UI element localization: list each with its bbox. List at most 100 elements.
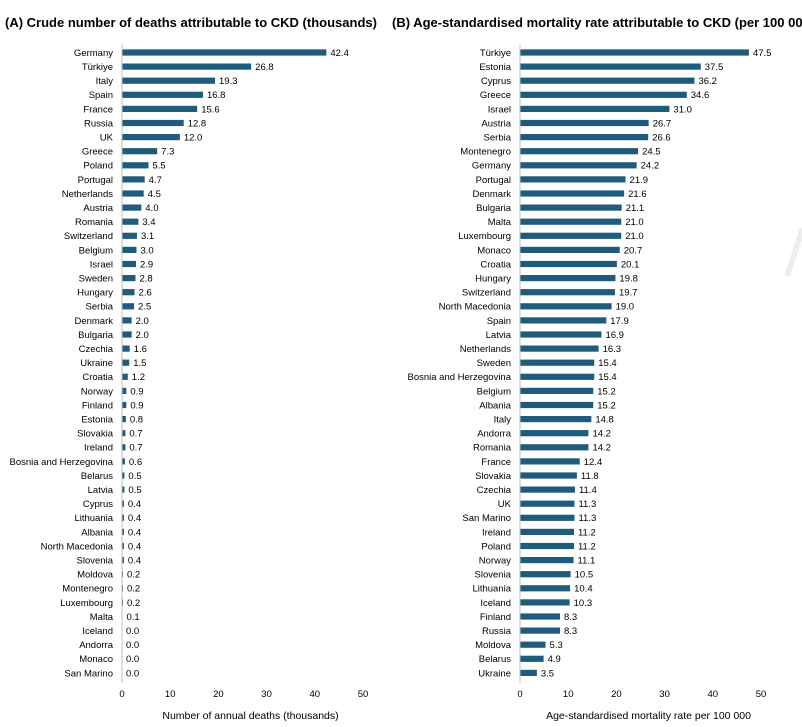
x-tick-label: 0 <box>517 689 522 700</box>
data-label: 1.2 <box>132 372 145 383</box>
bar <box>122 176 145 183</box>
category-label: San Marino <box>64 668 113 679</box>
data-label: 1.6 <box>134 344 147 355</box>
category-label: Belgium <box>79 245 113 256</box>
data-label: 0.2 <box>127 570 140 581</box>
data-label: 0.7 <box>129 429 142 440</box>
category-label: Slovenia <box>77 556 114 567</box>
x-axis-title: Age-standardised mortality rate per 100 … <box>546 710 751 722</box>
category-label: Italy <box>494 415 512 426</box>
category-label: Ireland <box>84 443 113 454</box>
data-label: 12.8 <box>188 118 207 129</box>
data-label: 0.5 <box>128 485 141 496</box>
data-label: 37.5 <box>705 62 724 73</box>
data-label: 10.5 <box>575 570 594 581</box>
category-label: North Macedonia <box>41 541 114 552</box>
data-label: 15.4 <box>598 372 617 383</box>
category-label: Hungary <box>77 288 113 299</box>
x-tick-label: 30 <box>261 689 272 700</box>
data-label: 2.5 <box>138 302 151 313</box>
data-label: 10.4 <box>574 584 593 595</box>
data-label: 20.7 <box>624 245 643 256</box>
bar <box>122 148 158 155</box>
category-label: France <box>481 457 511 468</box>
data-label: 8.3 <box>564 612 577 623</box>
bar <box>520 430 589 437</box>
bar <box>520 401 594 409</box>
category-label: Estonia <box>81 415 113 426</box>
data-label: 34.6 <box>691 90 710 101</box>
data-label: 0.1 <box>126 612 139 623</box>
bar <box>122 373 128 380</box>
category-label: Luxembourg <box>60 598 113 609</box>
data-label: 11.3 <box>578 513 596 524</box>
category-label: Bosnia and Herzegovina <box>9 457 113 468</box>
bar <box>122 134 180 141</box>
category-label: San Marino <box>462 513 511 524</box>
category-label: Spain <box>89 90 113 101</box>
bar <box>520 641 546 648</box>
data-label: 8.3 <box>564 626 577 637</box>
category-label: Cyprus <box>481 76 511 87</box>
category-label: Belgium <box>477 386 511 397</box>
bar <box>122 303 135 310</box>
panel-b-mortality-rate: (B) Age-standardised mortality rate attr… <box>392 15 802 722</box>
category-label: Albania <box>81 527 113 538</box>
bar <box>122 444 126 451</box>
x-tick-label: 40 <box>310 689 321 700</box>
category-label: Malta <box>90 612 114 623</box>
data-label: 14.8 <box>595 415 614 426</box>
category-label: Lithuania <box>472 584 511 595</box>
bar <box>122 162 149 169</box>
data-label: 19.3 <box>219 76 238 87</box>
bar <box>520 246 620 253</box>
category-label: Denmark <box>74 316 113 327</box>
data-label: 11.4 <box>579 485 597 496</box>
data-label: 36.2 <box>698 76 717 87</box>
data-label: 5.5 <box>153 161 166 172</box>
category-label: Romania <box>75 217 114 228</box>
bar <box>520 528 574 535</box>
bar <box>520 91 687 98</box>
category-label: Spain <box>487 316 511 327</box>
category-label: Lithuania <box>74 513 113 524</box>
x-tick-label: 0 <box>119 689 124 700</box>
category-label: Cyprus <box>83 499 113 510</box>
category-label: Russia <box>482 626 512 637</box>
category-label: Netherlands <box>460 344 511 355</box>
data-label: 24.5 <box>642 147 661 158</box>
bar <box>520 119 649 127</box>
bar <box>122 528 124 535</box>
data-label: 4.9 <box>548 654 561 665</box>
category-label: Türkiye <box>480 48 511 59</box>
data-label: 2.6 <box>139 288 152 299</box>
bar <box>122 119 184 127</box>
data-label: 0.9 <box>130 386 143 397</box>
bar <box>520 585 571 592</box>
category-label: Moldova <box>77 570 114 581</box>
data-label: 21.1 <box>626 203 645 214</box>
bar <box>520 317 607 324</box>
x-tick-label: 40 <box>708 689 719 700</box>
category-label: Ireland <box>482 527 511 538</box>
data-label: 21.6 <box>628 189 647 200</box>
bar <box>122 49 327 56</box>
bar <box>520 345 599 352</box>
category-label: Croatia <box>480 259 511 270</box>
bar <box>122 77 216 84</box>
category-label: Russia <box>84 118 114 129</box>
category-label: Sweden <box>477 358 511 369</box>
category-label: Belarus <box>479 654 511 665</box>
category-label: Monaco <box>477 245 511 256</box>
category-label: UK <box>498 499 512 510</box>
data-label: 16.3 <box>603 344 622 355</box>
category-label: Andorra <box>477 429 512 440</box>
bar <box>122 359 130 366</box>
data-label: 4.5 <box>148 189 161 200</box>
bar <box>122 190 144 197</box>
category-label: Norway <box>479 556 511 567</box>
bar <box>520 134 649 141</box>
category-label: Germany <box>74 48 113 59</box>
bar <box>520 289 615 296</box>
bar <box>520 571 571 578</box>
